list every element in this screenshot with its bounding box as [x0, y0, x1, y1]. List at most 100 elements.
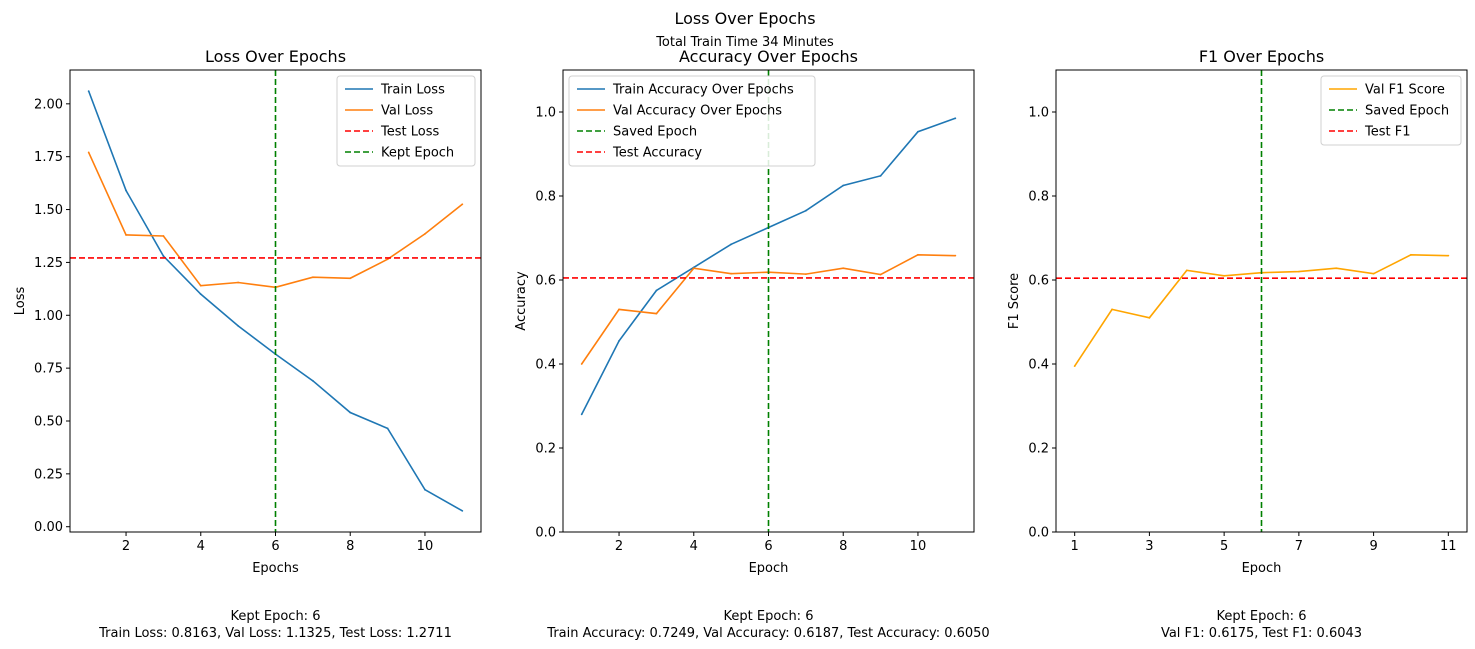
accuracy-series-2-point [917, 253, 919, 256]
f1-legend: Val F1 Score Saved Epoch Test F1 [1320, 75, 1462, 146]
f1-ytick-label: 0.2 [1028, 442, 1049, 457]
f1-xlabel: Epoch [1242, 561, 1282, 576]
f1-series-1-point [1447, 254, 1450, 257]
accuracy-legend-label: Saved Epoch [613, 125, 697, 140]
loss-series-1-point [162, 255, 165, 257]
accuracy-series-1-point [804, 209, 807, 212]
f1-xtick-label: 3 [1145, 539, 1153, 554]
loss-series-2-point [125, 234, 127, 236]
loss-series-1-point [349, 411, 352, 414]
loss-legend-label: Kept Epoch [381, 146, 454, 161]
loss-legend-label: Test Loss [380, 125, 439, 140]
accuracy-xtick-label: 6 [764, 539, 772, 554]
accuracy-series-2-point [954, 254, 957, 257]
accuracy-caption-line-2: Train Accuracy: 0.7249, Val Accuracy: 0.… [546, 626, 989, 641]
f1-xtick-label: 9 [1369, 539, 1377, 554]
loss-title: Loss Over Epochs [205, 47, 346, 66]
accuracy-ytick-label: 0.4 [535, 358, 556, 373]
accuracy-series-1-point [879, 174, 882, 177]
loss-ytick-label: 2.00 [34, 97, 63, 112]
accuracy-legend-label: Test Accuracy [612, 146, 702, 161]
accuracy-series-1-point [655, 289, 658, 292]
f1-xtick-label: 7 [1295, 539, 1303, 554]
f1-ytick-label: 0.8 [1028, 190, 1049, 205]
loss-legend-label: Val Loss [381, 104, 433, 119]
loss-ytick-label: 1.00 [34, 309, 63, 324]
accuracy-xlabel: Epoch [749, 561, 789, 576]
loss-series-1-point [237, 324, 240, 327]
loss-series-1-point [424, 488, 426, 491]
f1-series-1-point [1185, 269, 1188, 272]
f1-series-1-point [1410, 253, 1412, 256]
loss-series-2-point [461, 203, 464, 206]
loss-series-2-point [349, 277, 352, 280]
figure-suptitle: Loss Over Epochs [674, 9, 815, 28]
loss-ytick-label: 1.75 [34, 150, 63, 165]
f1-series-1-point [1148, 316, 1151, 319]
accuracy-series-1-point [842, 184, 845, 187]
accuracy-ytick-label: 0.8 [535, 190, 556, 205]
loss-xtick-label: 4 [197, 539, 205, 554]
f1-series-1-point [1297, 270, 1300, 273]
loss-xtick-label: 6 [271, 539, 279, 554]
f1-legend-label: Test F1 [1364, 125, 1410, 140]
f1-series-1-point [1223, 274, 1226, 277]
accuracy-series-1-point [580, 413, 583, 416]
accuracy-series-1-point [618, 340, 620, 342]
accuracy-title: Accuracy Over Epochs [679, 47, 858, 66]
f1-legend-box [1320, 75, 1462, 146]
accuracy-axes-frame [562, 69, 975, 533]
f1-ytick-label: 1.0 [1028, 106, 1049, 121]
accuracy-xtick-label: 8 [839, 539, 847, 554]
f1-ytick-label: 0.6 [1028, 274, 1049, 289]
accuracy-xtick-label: 2 [615, 539, 623, 554]
loss-axes-frame [69, 69, 482, 533]
loss-ytick-label: 0.50 [34, 414, 63, 429]
loss-legend-box [336, 75, 476, 167]
f1-xtick-label: 1 [1071, 539, 1079, 554]
loss-series-2-point [311, 276, 314, 279]
f1-xtick-label: 11 [1440, 539, 1457, 554]
accuracy-series-1-point [730, 243, 733, 246]
f1-caption-line-2: Val F1: 0.6175, Test F1: 0.6043 [1161, 626, 1362, 641]
accuracy-legend-label: Train Accuracy Over Epochs [612, 83, 794, 98]
loss-xtick-label: 8 [346, 539, 354, 554]
loss-series-2-point [162, 235, 165, 237]
chart-loss: Loss Over Epochs 2 4 6 8 10 0.00 0.25 0.50 0.75 1.… [13, 47, 482, 641]
accuracy-series-2-point [580, 363, 583, 365]
accuracy-series-1-point [954, 117, 957, 120]
f1-series-1-point [1111, 308, 1113, 311]
loss-xlabel: Epochs [252, 561, 299, 576]
accuracy-ylabel: Accuracy [514, 271, 529, 331]
chart-accuracy: Accuracy Over Epochs 2 4 6 8 10 0.0 0.2 0.4 0.6 0.… [514, 47, 990, 641]
loss-ytick-label: 1.25 [34, 256, 63, 271]
accuracy-series-2-point [730, 272, 733, 275]
chart-f1: F1 Over Epochs 1 3 5 7 9 11 0.0 0.2 0.4 0.6 0.8 1.0 E… [1007, 47, 1468, 641]
loss-series-1-point [461, 509, 464, 512]
loss-series-2-point [237, 281, 240, 284]
loss-xtick-label: 10 [417, 539, 434, 554]
accuracy-ytick-label: 1.0 [535, 106, 556, 121]
loss-ytick-label: 0.75 [34, 362, 63, 377]
accuracy-legend: Train Accuracy Over Epochs Val Accuracy O… [568, 75, 816, 167]
f1-title: F1 Over Epochs [1199, 47, 1324, 66]
figure-subtitle: Total Train Time 34 Minutes [655, 35, 834, 50]
accuracy-xtick-label: 4 [690, 539, 698, 554]
loss-series-1-point [87, 90, 90, 93]
f1-ytick-label: 0.0 [1028, 526, 1049, 541]
loss-caption-line-1: Kept Epoch: 6 [231, 609, 321, 624]
loss-xtick-label: 2 [122, 539, 130, 554]
f1-series-1-point [1335, 267, 1338, 270]
accuracy-series-2-point [842, 267, 845, 270]
accuracy-ytick-label: 0.0 [535, 526, 556, 541]
loss-series-1-point [311, 379, 314, 382]
accuracy-ytick-label: 0.2 [535, 442, 556, 457]
accuracy-legend-label: Val Accuracy Over Epochs [613, 104, 782, 119]
f1-caption-line-1: Kept Epoch: 6 [1217, 609, 1307, 624]
loss-series-2-point [87, 151, 90, 154]
accuracy-caption-line-1: Kept Epoch: 6 [724, 609, 814, 624]
f1-series-1-point [1073, 365, 1076, 367]
accuracy-ytick-label: 0.6 [535, 274, 556, 289]
accuracy-series-2-point [804, 273, 807, 276]
loss-ytick-label: 0.25 [34, 467, 63, 482]
